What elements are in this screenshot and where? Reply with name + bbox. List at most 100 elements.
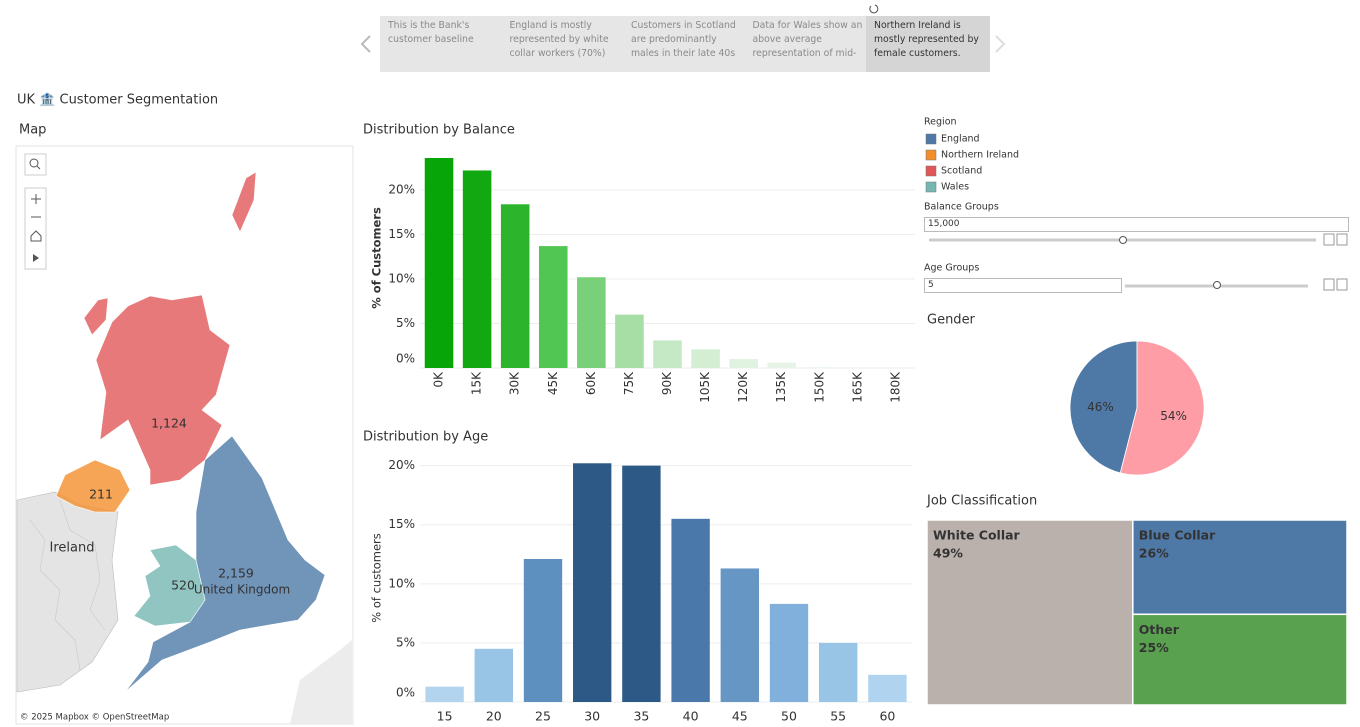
y-tick-label: 20%: [388, 458, 415, 472]
treemap-cell: [926, 519, 1134, 706]
bar: [805, 367, 835, 368]
map-search-button[interactable]: [24, 153, 47, 176]
france-land: [290, 640, 352, 724]
legend-swatch: [925, 181, 937, 193]
region-scotland[interactable]: [95, 294, 231, 486]
filter-input[interactable]: 5: [924, 278, 1122, 293]
legend-swatch: [925, 149, 937, 161]
x-tick-label: 15: [437, 709, 453, 724]
chart-title: Job Classification: [926, 494, 1037, 509]
legend-label: England: [941, 134, 980, 145]
dashboard-title: UK 🏦 Customer Segmentation: [17, 92, 218, 108]
region-wales[interactable]: [133, 544, 206, 627]
x-tick-label: 60: [879, 709, 895, 724]
treemap-label: Other: [1139, 622, 1180, 637]
slider-thumb[interactable]: [1119, 236, 1127, 244]
county-lines: [29, 519, 81, 671]
treemap-label: White Collar: [933, 528, 1021, 543]
bar: [653, 340, 682, 368]
place-label: United Kingdom: [194, 583, 290, 597]
region-northern-ireland[interactable]: [55, 459, 131, 513]
pan-button[interactable]: [33, 254, 39, 262]
pie-label: 54%: [1160, 409, 1187, 423]
story-point[interactable]: This is the Bank's customer baseline: [380, 16, 504, 72]
x-tick-label: 50: [781, 709, 797, 724]
story-prev[interactable]: [360, 35, 371, 53]
place-label: Ireland: [50, 541, 95, 556]
bar: [720, 568, 759, 702]
legend-swatch: [925, 165, 937, 177]
region-scotland-islands[interactable]: [231, 171, 257, 233]
bar: [573, 463, 612, 702]
region-count: 211: [89, 487, 113, 502]
x-tick-label: 45: [732, 709, 748, 724]
legend-label: Northern Ireland: [941, 150, 1019, 161]
treemap-value: 49%: [933, 546, 963, 561]
region-count: 1,124: [151, 416, 187, 431]
x-tick-label: 55: [830, 709, 846, 724]
story-point[interactable]: England is mostly represented by white c…: [501, 16, 626, 72]
map-zoom-toolbar: [24, 187, 47, 270]
x-tick-label: 150K: [812, 371, 826, 403]
bar: [729, 359, 758, 368]
x-tick-label: 105K: [698, 371, 712, 403]
home-button[interactable]: [30, 230, 42, 242]
bar: [769, 603, 809, 702]
revert-icon[interactable]: [869, 4, 879, 14]
story-point[interactable]: Data for Wales show an above average rep…: [744, 16, 869, 72]
slider-step-down[interactable]: [1323, 233, 1335, 246]
slider-step-up[interactable]: [1336, 278, 1348, 291]
pie-slice: [1069, 340, 1138, 474]
map-title: Map: [19, 123, 46, 138]
county-lines: [59, 499, 106, 631]
filter-input[interactable]: 15,000: [924, 217, 1349, 232]
x-tick-label: 20: [486, 709, 502, 724]
region-scotland-islands[interactable]: [83, 297, 109, 336]
x-tick-label: 45K: [546, 371, 560, 395]
slider-step-up[interactable]: [1336, 233, 1348, 246]
bar: [671, 518, 710, 702]
bar: [424, 158, 454, 368]
y-tick-label: 15%: [388, 227, 415, 241]
chart-title: Distribution by Age: [363, 430, 488, 445]
x-tick-label: 35: [633, 709, 649, 724]
y-axis-title: % of Customers: [370, 207, 384, 309]
bar: [523, 559, 563, 702]
story-point[interactable]: Customers in Scotland are predominantly …: [623, 16, 747, 72]
map-credits: © 2025 Mapbox © OpenStreetMap: [20, 713, 169, 723]
y-tick-label: 10%: [388, 272, 415, 286]
treemap-cell: [1132, 519, 1348, 616]
y-tick-label: 5%: [396, 316, 415, 330]
pie-label: 46%: [1087, 400, 1114, 414]
y-tick-label: 0%: [396, 352, 415, 366]
zoom-in-button[interactable]: [31, 194, 41, 204]
legend-label: Wales: [941, 182, 969, 193]
y-tick-label: 0%: [396, 686, 415, 700]
x-tick-label: 180K: [888, 371, 902, 403]
map: Ireland United Kingdom © 2025 Mapbox © O…: [16, 171, 352, 724]
region-count: 520: [171, 578, 195, 593]
bar: [462, 170, 492, 368]
x-tick-label: 75K: [622, 371, 636, 395]
bar: [819, 642, 858, 702]
y-tick-label: 10%: [388, 576, 415, 590]
chart-title: Gender: [927, 313, 976, 328]
x-tick-label: 165K: [850, 371, 864, 403]
treemap-value: 25%: [1139, 640, 1169, 655]
y-tick-label: 5%: [396, 635, 415, 649]
search-icon: [29, 158, 39, 168]
bar: [615, 314, 644, 368]
story-next[interactable]: [995, 35, 1006, 53]
x-tick-label: 120K: [736, 371, 750, 403]
bar: [577, 277, 606, 368]
y-tick-label: 15%: [388, 517, 415, 531]
filter-label: Age Groups: [924, 263, 979, 274]
treemap-cell: [1132, 613, 1348, 706]
slider-thumb[interactable]: [1213, 281, 1221, 289]
story-point[interactable]: Northern Ireland is mostly represented b…: [866, 16, 990, 72]
bar: [500, 204, 530, 368]
bar: [767, 362, 797, 368]
bar: [691, 349, 720, 368]
slider-step-down[interactable]: [1323, 278, 1335, 291]
